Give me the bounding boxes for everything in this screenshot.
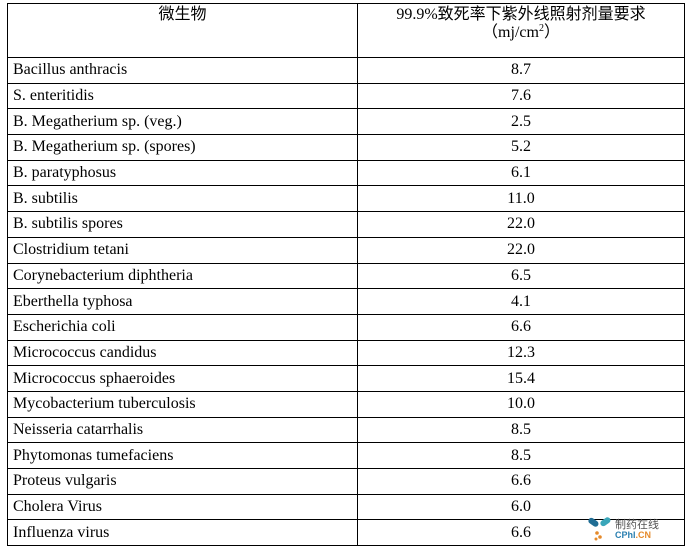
table-row: Clostridium tetani 22.0 <box>7 236 685 264</box>
microorganism-cell: B. paratyphosus <box>7 159 358 187</box>
dose-cell: 7.6 <box>357 82 685 110</box>
dose-cell: 8.5 <box>357 442 685 469</box>
header-dose-label: 99.9%致死率下紫外线照射剂量要求 <box>396 6 646 23</box>
header-unit: （mj/cm2） <box>482 23 560 42</box>
microorganism-cell: B. Megatherium sp. (veg.) <box>7 108 358 136</box>
table-row: Proteus vulgaris 6.6 <box>7 468 685 495</box>
microorganism-cell: Micrococcus sphaeroides <box>7 365 358 392</box>
dose-cell: 6.6 <box>357 519 685 547</box>
unit-sup: 2 <box>538 23 544 34</box>
table-row: Escherichia coli 6.6 <box>7 313 685 341</box>
microorganism-cell: Clostridium tetani <box>7 236 358 264</box>
table-row: Corynebacterium diphtheria 6.5 <box>7 262 685 290</box>
dose-cell: 15.4 <box>357 365 685 392</box>
watermark-text: 制药在线 <box>615 518 659 531</box>
microorganism-cell: Micrococcus candidus <box>7 339 358 367</box>
dose-cell: 12.3 <box>357 339 685 367</box>
brand-b: .CN <box>635 530 652 540</box>
table-row: B. paratyphosus 6.1 <box>7 159 685 187</box>
watermark-brand: CPhI.CN <box>615 530 651 540</box>
microorganism-cell: Cholera Virus <box>7 493 358 521</box>
microorganism-cell: B. subtilis <box>7 185 358 213</box>
dose-cell: 11.0 <box>357 185 685 213</box>
header-row: 微生物 99.9%致死率下紫外线照射剂量要求 （mj/cm2） <box>7 3 685 58</box>
pill-logo-icon <box>588 517 611 541</box>
table-row: Phytomonas tumefaciens 8.5 <box>7 442 685 469</box>
table-row: B. Megatherium sp. (veg.) 2.5 <box>7 108 685 136</box>
table-row: Eberthella typhosa 4.1 <box>7 288 685 315</box>
unit-close: ） <box>543 24 560 41</box>
microorganism-cell: S. enteritidis <box>7 82 358 110</box>
header-microorganism: 微生物 <box>7 3 358 58</box>
microorganism-cell: Phytomonas tumefaciens <box>7 442 358 469</box>
table-row: Mycobacterium tuberculosis 10.0 <box>7 390 685 418</box>
cphi-watermark-logo: 制药在线 CPhI.CN <box>587 516 682 542</box>
dose-cell: 4.1 <box>357 288 685 315</box>
microorganism-cell: Bacillus anthracis <box>7 57 358 84</box>
dose-cell: 22.0 <box>357 211 685 238</box>
microorganism-cell: Eberthella typhosa <box>7 288 358 315</box>
dose-cell: 6.6 <box>357 313 685 341</box>
unit-open: （mj/cm <box>482 24 539 41</box>
table-row: Neisseria catarrhalis 8.5 <box>7 416 685 444</box>
table-row: S. enteritidis 7.6 <box>7 82 685 110</box>
microorganism-cell: Escherichia coli <box>7 313 358 341</box>
dose-cell: 6.1 <box>357 159 685 187</box>
uv-dose-table: 微生物 99.9%致死率下紫外线照射剂量要求 （mj/cm2） Bacillus … <box>7 3 685 547</box>
table-row: B. subtilis spores 22.0 <box>7 211 685 238</box>
table-row: Bacillus anthracis 8.7 <box>7 57 685 84</box>
microorganism-cell: Neisseria catarrhalis <box>7 416 358 444</box>
dose-cell: 10.0 <box>357 390 685 418</box>
dose-cell: 6.5 <box>357 262 685 290</box>
table-row: Micrococcus candidus 12.3 <box>7 339 685 367</box>
dose-cell: 8.7 <box>357 57 685 84</box>
header-dose: 99.9%致死率下紫外线照射剂量要求 （mj/cm2） <box>357 3 685 58</box>
dose-cell: 22.0 <box>357 236 685 264</box>
dose-cell: 6.6 <box>357 468 685 495</box>
microorganism-cell: Corynebacterium diphtheria <box>7 262 358 290</box>
dose-cell: 5.2 <box>357 134 685 161</box>
table-row: Micrococcus sphaeroides 15.4 <box>7 365 685 392</box>
dose-cell: 2.5 <box>357 108 685 136</box>
microorganism-cell: B. subtilis spores <box>7 211 358 238</box>
dose-cell: 8.5 <box>357 416 685 444</box>
microorganism-cell: Influenza virus <box>7 519 358 547</box>
table-row: B. subtilis 11.0 <box>7 185 685 213</box>
brand-a: CPhI <box>615 530 636 540</box>
table-row: Cholera Virus 6.0 <box>7 493 685 521</box>
table-row: Influenza virus 6.6 <box>7 519 685 547</box>
table-row: B. Megatherium sp. (spores) 5.2 <box>7 134 685 161</box>
microorganism-cell: Proteus vulgaris <box>7 468 358 495</box>
microorganism-cell: Mycobacterium tuberculosis <box>7 390 358 418</box>
microorganism-cell: B. Megatherium sp. (spores) <box>7 134 358 161</box>
